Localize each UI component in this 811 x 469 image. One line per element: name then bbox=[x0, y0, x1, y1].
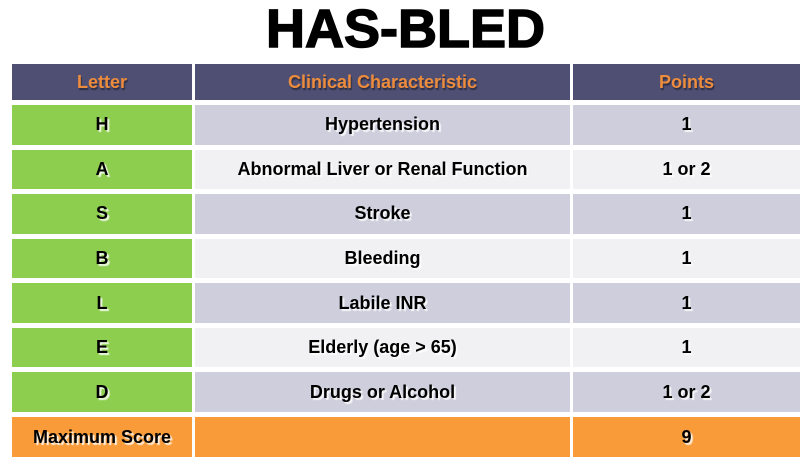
letter-cell: S bbox=[12, 194, 192, 234]
maximum-score-row: Maximum Score 9 bbox=[12, 417, 800, 457]
characteristic-cell: Hypertension bbox=[195, 105, 570, 145]
table-row-h: H Hypertension 1 bbox=[12, 105, 800, 145]
points-cell: 1 or 2 bbox=[573, 149, 800, 190]
hasbled-score-table: Letter Clinical Characteristic Points H … bbox=[9, 59, 803, 462]
characteristic-cell: Labile INR bbox=[195, 283, 570, 323]
maximum-score-empty-cell bbox=[195, 417, 570, 457]
header-row: Letter Clinical Characteristic Points bbox=[12, 64, 800, 100]
characteristic-cell: Bleeding bbox=[195, 238, 570, 279]
table-row-e: E Elderly (age > 65) 1 bbox=[12, 327, 800, 368]
maximum-score-value: 9 bbox=[573, 417, 800, 457]
page-title: HAS-BLED bbox=[265, 0, 546, 59]
table-row-b: B Bleeding 1 bbox=[12, 238, 800, 279]
letter-cell: B bbox=[12, 238, 192, 279]
points-cell: 1 bbox=[573, 105, 800, 145]
table-row-a: A Abnormal Liver or Renal Function 1 or … bbox=[12, 149, 800, 190]
letter-cell: A bbox=[12, 149, 192, 190]
characteristic-cell: Stroke bbox=[195, 194, 570, 234]
points-cell: 1 bbox=[573, 283, 800, 323]
letter-cell: D bbox=[12, 372, 192, 412]
characteristic-cell: Drugs or Alcohol bbox=[195, 372, 570, 412]
letter-cell: E bbox=[12, 327, 192, 368]
characteristic-cell: Elderly (age > 65) bbox=[195, 327, 570, 368]
points-cell: 1 bbox=[573, 238, 800, 279]
points-cell: 1 bbox=[573, 194, 800, 234]
header-points: Points bbox=[573, 64, 800, 100]
points-cell: 1 bbox=[573, 327, 800, 368]
table-row-l: L Labile INR 1 bbox=[12, 283, 800, 323]
header-clinical-characteristic: Clinical Characteristic bbox=[195, 64, 570, 100]
header-letter: Letter bbox=[12, 64, 192, 100]
table-row-d: D Drugs or Alcohol 1 or 2 bbox=[12, 372, 800, 412]
table-row-s: S Stroke 1 bbox=[12, 194, 800, 234]
points-cell: 1 or 2 bbox=[573, 372, 800, 412]
letter-cell: H bbox=[12, 105, 192, 145]
characteristic-cell: Abnormal Liver or Renal Function bbox=[195, 149, 570, 190]
maximum-score-label: Maximum Score bbox=[12, 417, 192, 457]
letter-cell: L bbox=[12, 283, 192, 323]
